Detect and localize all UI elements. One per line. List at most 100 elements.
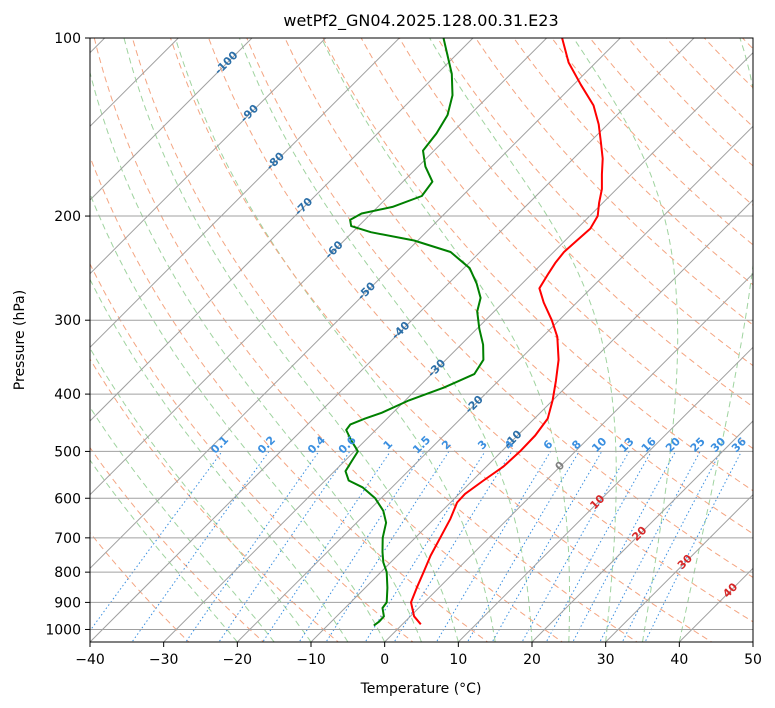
isotherm-label: -100 [212,48,241,77]
y-tick-label: 900 [54,595,81,611]
isotherm-line [90,38,474,422]
isotherms [0,11,753,654]
dry-adiabat [513,38,753,286]
x-tick-label: −10 [296,652,326,668]
mixing-ratio-label: 0.1 [208,433,231,456]
warm-isotherm-label: 20 [629,524,649,544]
warm-isotherm-label: 10 [587,492,607,512]
dry-adiabat [246,38,753,578]
x-axis: −40 −30 −20 −10 0 10 20 30 40 50 [75,642,762,668]
dry-adiabat [90,358,340,642]
moist-adiabat [90,459,238,642]
isotherm-label: -90 [238,102,261,125]
mixing-ratio-label: 36 [729,435,749,455]
x-tick-label: −40 [75,652,105,668]
plot-area: 0.1 0.2 0.4 0.6 1 1.5 2 3 4 6 8 10 13 16 20 25 30 36-100-… [0,11,775,654]
dry-adiabat [768,25,775,645]
isobars [90,38,753,630]
dry-adiabat [475,38,753,326]
mixing-ratio-line [466,451,580,642]
isotherm-line [457,346,753,642]
mixing-ratio-line [572,451,676,642]
mixing-ratio-line [545,451,652,642]
mixing-ratio-label: 8 [569,438,584,453]
y-tick-label: 500 [54,444,81,460]
profiles [344,38,604,627]
isotherm-line [90,38,180,128]
moist-adiabat [123,38,459,642]
mixing-ratio-label: 0.6 [336,433,359,456]
isotherm-label: -60 [322,238,345,261]
isotherm-line [752,641,753,642]
mixing-ratio-label: 1.5 [410,433,433,456]
y-axis-label: Pressure (hPa) [12,290,28,390]
isotherm-line [162,51,753,642]
y-axis: 100 200 300 400 500 600 700 800 900 1000 [45,31,90,638]
dry-adiabats [90,25,775,645]
y-tick-label: 700 [54,531,81,547]
mixing-ratio-line [218,451,351,642]
moist-adiabat [90,347,312,642]
y-tick-label: 200 [54,209,81,225]
moist-adiabat [90,192,386,642]
mixing-ratio-line [298,451,425,642]
warm-isotherm-label: 30 [675,552,695,572]
dry-adiabat [589,38,753,206]
mixing-ratio-line [90,451,223,632]
moist-adiabat [678,38,753,642]
x-axis-label: Temperature (°C) [360,681,482,697]
mixing-ratio-line [644,451,742,642]
x-tick-label: −30 [149,652,179,668]
moist-adiabat [90,70,422,642]
isotherm-line [604,493,753,642]
mixing-ratio-label: 0.4 [305,433,328,456]
dry-adiabat [131,38,638,642]
dry-adiabat [741,38,753,50]
isotherm-label: -40 [389,319,412,342]
y-tick-label: 400 [54,387,81,403]
mixing-ratio-line [364,451,486,642]
dry-adiabat [90,155,489,642]
mixing-ratio-label: 3 [475,438,490,453]
mixing-ratio-label: 2 [439,438,454,453]
dry-adiabat [90,446,265,642]
dry-adiabat [284,38,753,535]
moist-adiabat [429,38,617,642]
mixing-ratio-lines [90,451,742,642]
mixing-ratio-line [131,451,270,642]
isotherm-line [90,38,327,275]
dewpoint-profile-line [344,38,485,627]
mixing-ratio-label: 0.2 [255,433,278,456]
isotherm-line [90,38,548,496]
x-tick-label: 30 [597,652,615,668]
dry-adiabat [703,38,753,89]
isotherm-line [383,272,753,642]
mixing-ratio-line [621,451,722,642]
moist-adiabat [321,38,571,642]
isotherm-line [0,11,58,654]
x-tick-label: 40 [670,652,688,668]
chart-title: wetPf2_GN04.2025.128.00.31.E23 [283,11,558,31]
mixing-ratio-line [262,451,391,642]
isotherm-line [531,420,753,642]
isotherm-line [310,199,753,642]
x-tick-label: 50 [744,652,762,668]
moist-adiabats [90,38,753,642]
dry-adiabat [665,38,753,128]
y-tick-label: 800 [54,565,81,581]
isotherm-line [90,38,401,349]
dry-adiabat [90,262,414,642]
isotherm-label: -10 [501,427,524,450]
isotherm-line [90,38,253,201]
mixing-ratio-line [435,451,552,642]
dry-adiabat [551,38,753,246]
mixing-ratio-label: 25 [688,435,708,455]
x-tick-label: 20 [523,652,541,668]
mixing-ratio-line [325,451,450,642]
moist-adiabat [174,38,496,642]
plot-frame [89,37,754,643]
y-tick-label: 300 [54,313,81,329]
dry-adiabat [322,38,753,492]
moist-adiabat [90,278,349,642]
